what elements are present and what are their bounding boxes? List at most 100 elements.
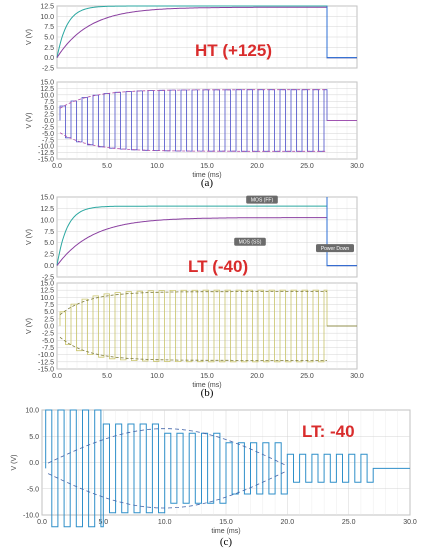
x-tick-label: 20.0 <box>281 519 295 526</box>
x-tick-label: 0.0 <box>52 373 62 380</box>
x-tick-label: 15.0 <box>200 163 214 170</box>
y-tick-label: 0.0 <box>44 324 54 331</box>
y-tick-label: 5.0 <box>29 434 39 441</box>
y-tick-label: -2.5 <box>42 66 54 73</box>
y-tick-label: -12.5 <box>38 150 54 157</box>
y-tick-label: -10.0 <box>38 352 54 359</box>
series-envelope-lower <box>59 132 327 152</box>
y-axis-label: V (V) <box>26 229 33 245</box>
y-tick-label: 10.0 <box>40 14 54 21</box>
y-tick-label: 7.5 <box>44 24 54 31</box>
x-axis-label: time (ms) <box>211 528 240 535</box>
y-tick-label: 0.0 <box>29 460 39 467</box>
series-envelope-upper <box>59 89 327 109</box>
x-tick-label: 10.0 <box>158 519 172 526</box>
y-tick-label: -15.0 <box>38 157 54 164</box>
y-tick-label: -5.0 <box>42 131 54 138</box>
x-tick-label: 20.0 <box>250 373 264 380</box>
x-tick-label: 25.0 <box>342 519 356 526</box>
y-tick-label: 2.5 <box>44 252 54 259</box>
x-axis-label: time (ms) <box>192 382 221 389</box>
y-tick-label: 12.5 <box>40 288 54 295</box>
x-tick-label: 30.0 <box>350 163 364 170</box>
y-tick-label: -7.5 <box>42 345 54 352</box>
y-tick-label: 7.5 <box>44 302 54 309</box>
chart-annotation: LT (-40) <box>188 257 248 276</box>
series-envelope-lower <box>59 336 327 361</box>
chart-a-bot: 15.012.510.07.55.02.50.0-2.5-5.0-7.5-10.… <box>26 80 364 180</box>
x-tick-label: 10.0 <box>150 163 164 170</box>
series-tag <box>234 237 266 246</box>
y-axis-label: V (V) <box>26 113 33 129</box>
chart-annotation: HT (+125) <box>195 41 272 60</box>
series-square-wave <box>59 289 357 363</box>
x-tick-label: 5.0 <box>102 373 112 380</box>
y-tick-label: 0.0 <box>44 263 54 270</box>
chart-b-bot: 15.012.510.07.55.02.50.0-2.5-5.0-7.5-10.… <box>26 281 364 390</box>
y-tick-label: -7.5 <box>42 137 54 144</box>
x-tick-label: 10.0 <box>150 373 164 380</box>
series-tag-label: MOS (FF) <box>251 198 274 204</box>
chart-a-top: 12.510.07.55.02.50.0-2.5V (V)HT (+125)(a… <box>26 4 358 189</box>
y-tick-label: -2.5 <box>42 124 54 131</box>
y-tick-label: 15.0 <box>40 281 54 288</box>
chart-b-top: 15.012.510.07.55.02.50.0-2.5V (V)LT (-40… <box>26 195 358 399</box>
y-axis-label: V (V) <box>26 318 33 334</box>
x-tick-label: 30.0 <box>403 519 417 526</box>
x-tick-label: 0.0 <box>37 519 47 526</box>
x-tick-label: 20.0 <box>250 163 264 170</box>
y-tick-label: 5.0 <box>44 35 54 42</box>
series-tag-label: Power Down <box>321 246 350 252</box>
y-tick-label: -10.0 <box>23 513 39 520</box>
series-line <box>56 5 357 59</box>
series-tag <box>246 195 278 204</box>
panel-caption: (a) <box>201 177 214 189</box>
y-tick-label: 10.0 <box>40 217 54 224</box>
series-line <box>56 205 357 267</box>
x-tick-label: 15.0 <box>200 373 214 380</box>
panel-caption: (b) <box>201 387 214 399</box>
y-tick-label: -12.5 <box>38 359 54 366</box>
y-tick-label: 5.0 <box>44 240 54 247</box>
y-tick-label: 10.0 <box>40 92 54 99</box>
y-tick-label: 10.0 <box>40 295 54 302</box>
x-axis-label: time (ms) <box>192 172 221 179</box>
y-tick-label: 12.5 <box>40 206 54 213</box>
y-tick-label: -2.5 <box>42 331 54 338</box>
y-tick-label: 5.0 <box>44 309 54 316</box>
y-tick-label: 0.0 <box>44 118 54 125</box>
y-tick-label: 2.5 <box>44 112 54 119</box>
panel-caption: (c) <box>220 536 233 548</box>
chart-c: 10.05.00.0-5.0-10.00.0 5.0 10.0 15.0 20.0 25.… <box>11 408 417 549</box>
series-line <box>326 197 357 267</box>
series-envelope-lower <box>47 470 288 509</box>
y-tick-label: 15.0 <box>40 195 54 202</box>
series-line <box>56 6 357 59</box>
series-line <box>326 6 357 59</box>
y-tick-label: 12.5 <box>40 86 54 93</box>
y-tick-label: -5.0 <box>27 486 39 493</box>
y-tick-label: -5.0 <box>42 338 54 345</box>
x-tick-label: 25.0 <box>300 163 314 170</box>
y-tick-label: 15.0 <box>40 80 54 87</box>
y-tick-label: 0.0 <box>44 55 54 62</box>
chart-annotation: LT: -40 <box>302 422 355 441</box>
y-tick-label: 5.0 <box>44 105 54 112</box>
x-tick-label: 25.0 <box>300 373 314 380</box>
y-axis-label: V (V) <box>11 455 18 471</box>
x-tick-label: 30.0 <box>350 373 364 380</box>
y-tick-label: -2.5 <box>42 275 54 282</box>
series-tag-label: MOS (SS) <box>239 240 262 246</box>
y-tick-label: 10.0 <box>25 408 39 415</box>
y-tick-label: -10.0 <box>38 144 54 151</box>
series-square-wave <box>45 409 410 528</box>
series-envelope-upper <box>47 428 288 467</box>
series-envelope-upper <box>59 291 327 316</box>
y-tick-label: 7.5 <box>44 99 54 106</box>
x-tick-label: 5.0 <box>102 163 112 170</box>
y-tick-label: 7.5 <box>44 229 54 236</box>
series-tag <box>316 244 354 253</box>
y-tick-label: 12.5 <box>40 4 54 11</box>
y-axis-label: V (V) <box>26 29 33 45</box>
